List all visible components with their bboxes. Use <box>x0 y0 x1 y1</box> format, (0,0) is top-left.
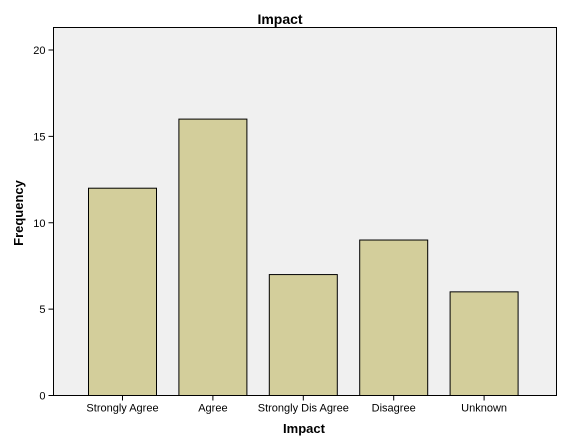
bar-strongly-dis-agree <box>268 274 338 397</box>
bar-disagree <box>359 239 429 396</box>
x-tick-label: Unknown <box>461 403 507 415</box>
chart-title: Impact <box>257 11 302 27</box>
y-tick-label: 20 <box>33 45 45 57</box>
y-tick-label: 10 <box>33 218 45 230</box>
bar-unknown <box>449 291 519 397</box>
y-axis-label: Frequency <box>11 179 26 246</box>
bar-series <box>88 118 519 397</box>
y-tick-label: 5 <box>39 304 45 316</box>
x-tick-label: Strongly Agree <box>86 403 158 415</box>
x-axis-label: Impact <box>283 421 326 436</box>
bar-strongly-agree <box>88 187 157 396</box>
x-tick-label: Agree <box>198 403 227 415</box>
y-tick-label: 15 <box>33 131 45 143</box>
x-tick-label: Strongly Dis Agree <box>258 403 349 415</box>
x-axis: Strongly Agree Agree Strongly Dis Agree Dis… <box>86 395 507 415</box>
y-axis: 0 5 10 15 20 <box>33 45 54 403</box>
bar-agree <box>178 118 248 396</box>
y-tick-label: 0 <box>39 391 45 403</box>
x-tick-label: Disagree <box>372 403 416 415</box>
